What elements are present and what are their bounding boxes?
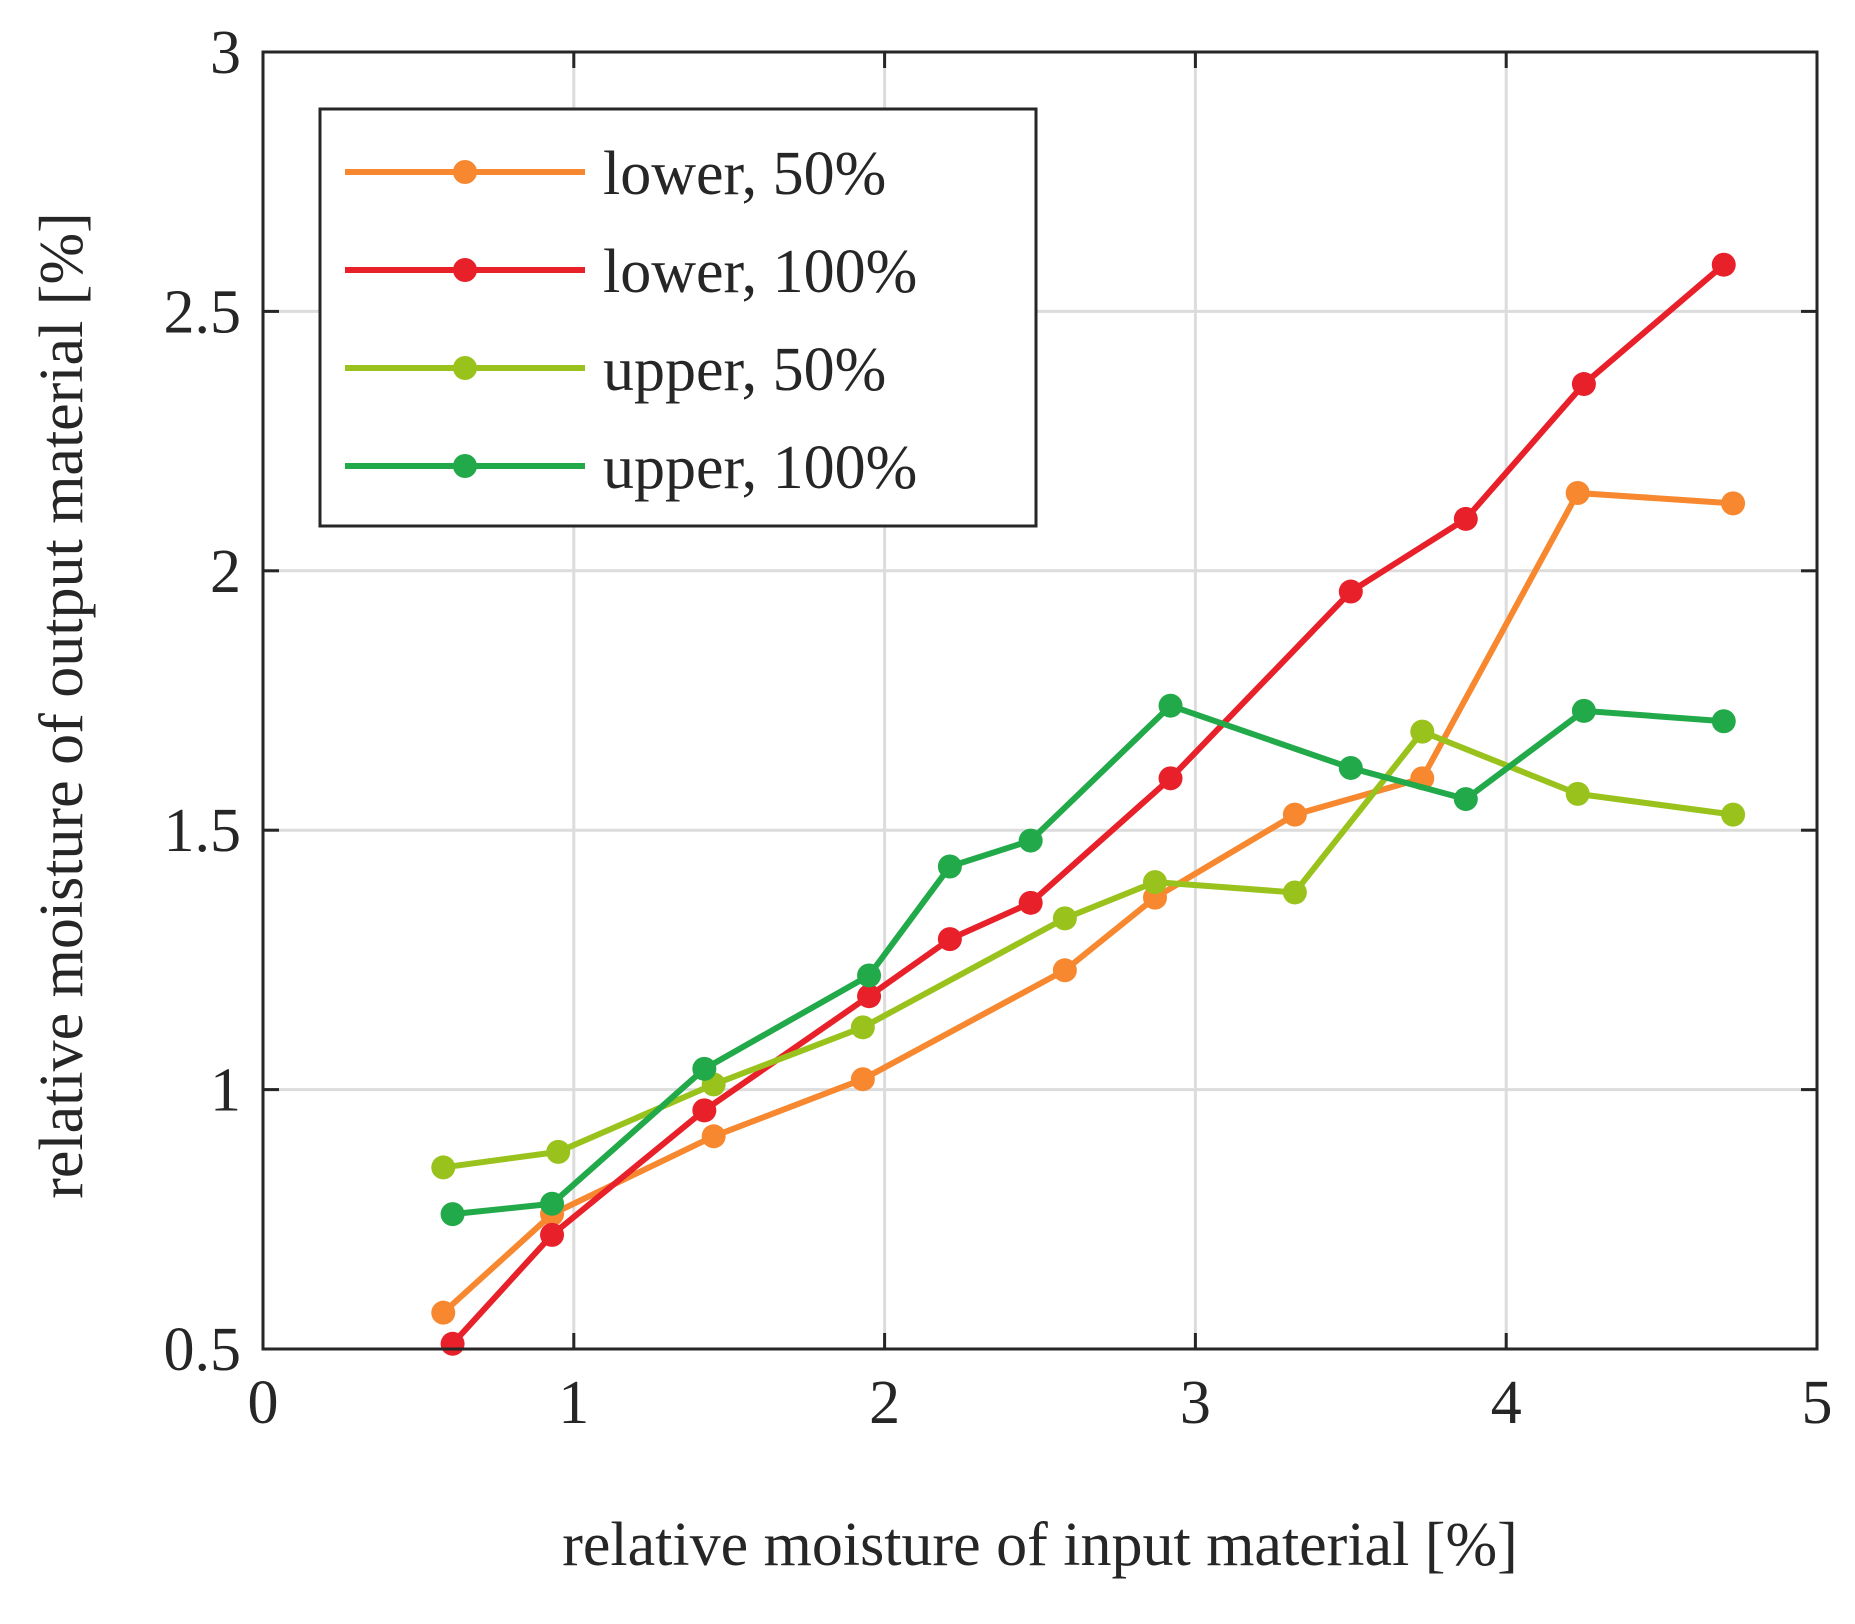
data-point (692, 1098, 717, 1123)
data-point (701, 1124, 726, 1149)
series-lower-100- (440, 252, 1736, 1356)
data-point (546, 1139, 571, 1164)
legend-marker (453, 258, 477, 282)
data-point (1052, 906, 1077, 931)
series-upper-100- (440, 693, 1736, 1227)
data-point (440, 1202, 465, 1227)
legend-box (318, 107, 1038, 528)
legend-marker (453, 454, 477, 478)
data-point (1571, 372, 1596, 397)
data-point (440, 1331, 465, 1356)
data-point (431, 1155, 456, 1180)
y-tick-label: 1 (210, 1057, 241, 1125)
data-point (1453, 506, 1478, 531)
data-point (1282, 880, 1307, 905)
x-tick-label: 3 (1180, 1369, 1211, 1437)
data-point (857, 963, 882, 988)
legend: lower, 50% lower, 100% upper, 50% upper, 10… (318, 107, 1038, 528)
data-point (1711, 709, 1736, 734)
series-line (442, 728, 1734, 1171)
data-point (1018, 890, 1043, 915)
data-point (857, 984, 882, 1009)
y-tick-label: 0.5 (164, 1316, 242, 1384)
legend-label: lower, 100% (603, 238, 917, 306)
legend-entry: upper, 50% (345, 336, 886, 404)
data-point (937, 854, 962, 879)
data-point (1018, 828, 1043, 853)
y-tick-label: 2 (210, 538, 241, 606)
data-point (1721, 802, 1746, 827)
data-point (431, 1300, 456, 1325)
y-tick-label: 2.5 (164, 278, 242, 346)
data-point (937, 927, 962, 952)
x-axis-label: relative moisture of input material [%] (562, 1511, 1518, 1579)
series-upper-50- (431, 719, 1746, 1180)
data-point (540, 1191, 565, 1216)
legend-marker (453, 160, 477, 184)
data-point (692, 1056, 717, 1081)
series-line (441, 489, 1734, 1315)
data-point (1453, 787, 1478, 812)
y-axis-label: relative moisture of output material [%] (28, 212, 96, 1199)
axis-ticks: 0 1 2 3 4 5 0.5 1 1.5 2 2.5 3 (164, 19, 1833, 1437)
data-point (1565, 781, 1590, 806)
data-point (1282, 802, 1307, 827)
x-tick-label: 5 (1802, 1369, 1833, 1437)
x-tick-label: 1 (558, 1369, 589, 1437)
data-point (1158, 766, 1183, 791)
data-point (1410, 719, 1435, 744)
legend-entry: upper, 100% (345, 434, 917, 502)
data-point (1571, 698, 1596, 723)
y-tick-label: 3 (210, 19, 241, 87)
legend-label: upper, 50% (603, 336, 886, 404)
x-tick-label: 2 (869, 1369, 900, 1437)
data-point (1158, 693, 1183, 718)
legend-marker (453, 356, 477, 380)
legend-entry: lower, 100% (345, 238, 917, 306)
data-point (1711, 252, 1736, 277)
data-point (850, 1015, 875, 1040)
legend-label: upper, 100% (603, 434, 917, 502)
data-point (1338, 755, 1363, 780)
legend-label: lower, 50% (603, 140, 886, 208)
data-point (850, 1067, 875, 1092)
data-point (1721, 491, 1746, 516)
plot-frame (261, 50, 1819, 1351)
data-point (1565, 480, 1590, 505)
data-point (1338, 579, 1363, 604)
legend-entry: lower, 50% (345, 140, 886, 208)
data-series (431, 252, 1746, 1356)
y-tick-label: 1.5 (164, 797, 242, 865)
x-tick-label: 0 (248, 1369, 279, 1437)
data-point (540, 1222, 565, 1247)
data-point (1052, 958, 1077, 983)
x-tick-label: 4 (1491, 1369, 1522, 1437)
data-point (1142, 870, 1167, 895)
